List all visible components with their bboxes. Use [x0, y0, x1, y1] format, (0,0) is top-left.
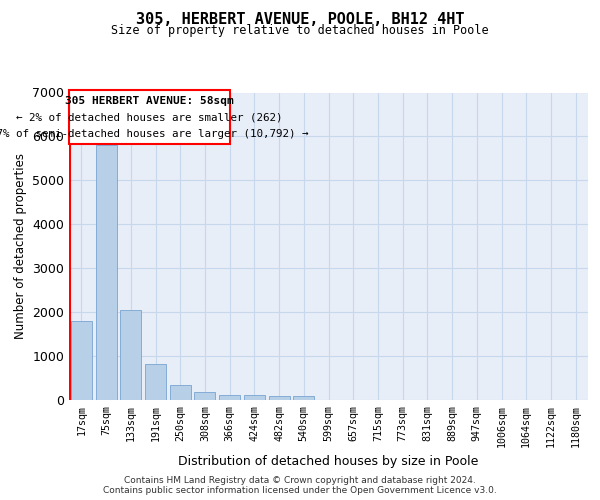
Text: Contains HM Land Registry data © Crown copyright and database right 2024.: Contains HM Land Registry data © Crown c… — [124, 476, 476, 485]
Bar — [244, 395, 265, 400]
Text: 97% of semi-detached houses are larger (10,792) →: 97% of semi-detached houses are larger (… — [0, 128, 309, 138]
FancyBboxPatch shape — [70, 90, 230, 144]
Bar — [194, 392, 215, 400]
Y-axis label: Number of detached properties: Number of detached properties — [14, 153, 26, 339]
Bar — [269, 396, 290, 400]
Text: 305, HERBERT AVENUE, POOLE, BH12 4HT: 305, HERBERT AVENUE, POOLE, BH12 4HT — [136, 12, 464, 28]
Bar — [71, 321, 92, 400]
Bar — [219, 394, 240, 400]
Bar — [120, 310, 141, 400]
Text: 305 HERBERT AVENUE: 58sqm: 305 HERBERT AVENUE: 58sqm — [65, 96, 234, 106]
Bar — [145, 364, 166, 400]
Bar — [293, 396, 314, 400]
Text: Size of property relative to detached houses in Poole: Size of property relative to detached ho… — [111, 24, 489, 37]
Text: Contains public sector information licensed under the Open Government Licence v3: Contains public sector information licen… — [103, 486, 497, 495]
X-axis label: Distribution of detached houses by size in Poole: Distribution of detached houses by size … — [178, 455, 479, 468]
Text: ← 2% of detached houses are smaller (262): ← 2% of detached houses are smaller (262… — [16, 112, 283, 122]
Bar — [170, 385, 191, 400]
Bar — [95, 145, 116, 400]
